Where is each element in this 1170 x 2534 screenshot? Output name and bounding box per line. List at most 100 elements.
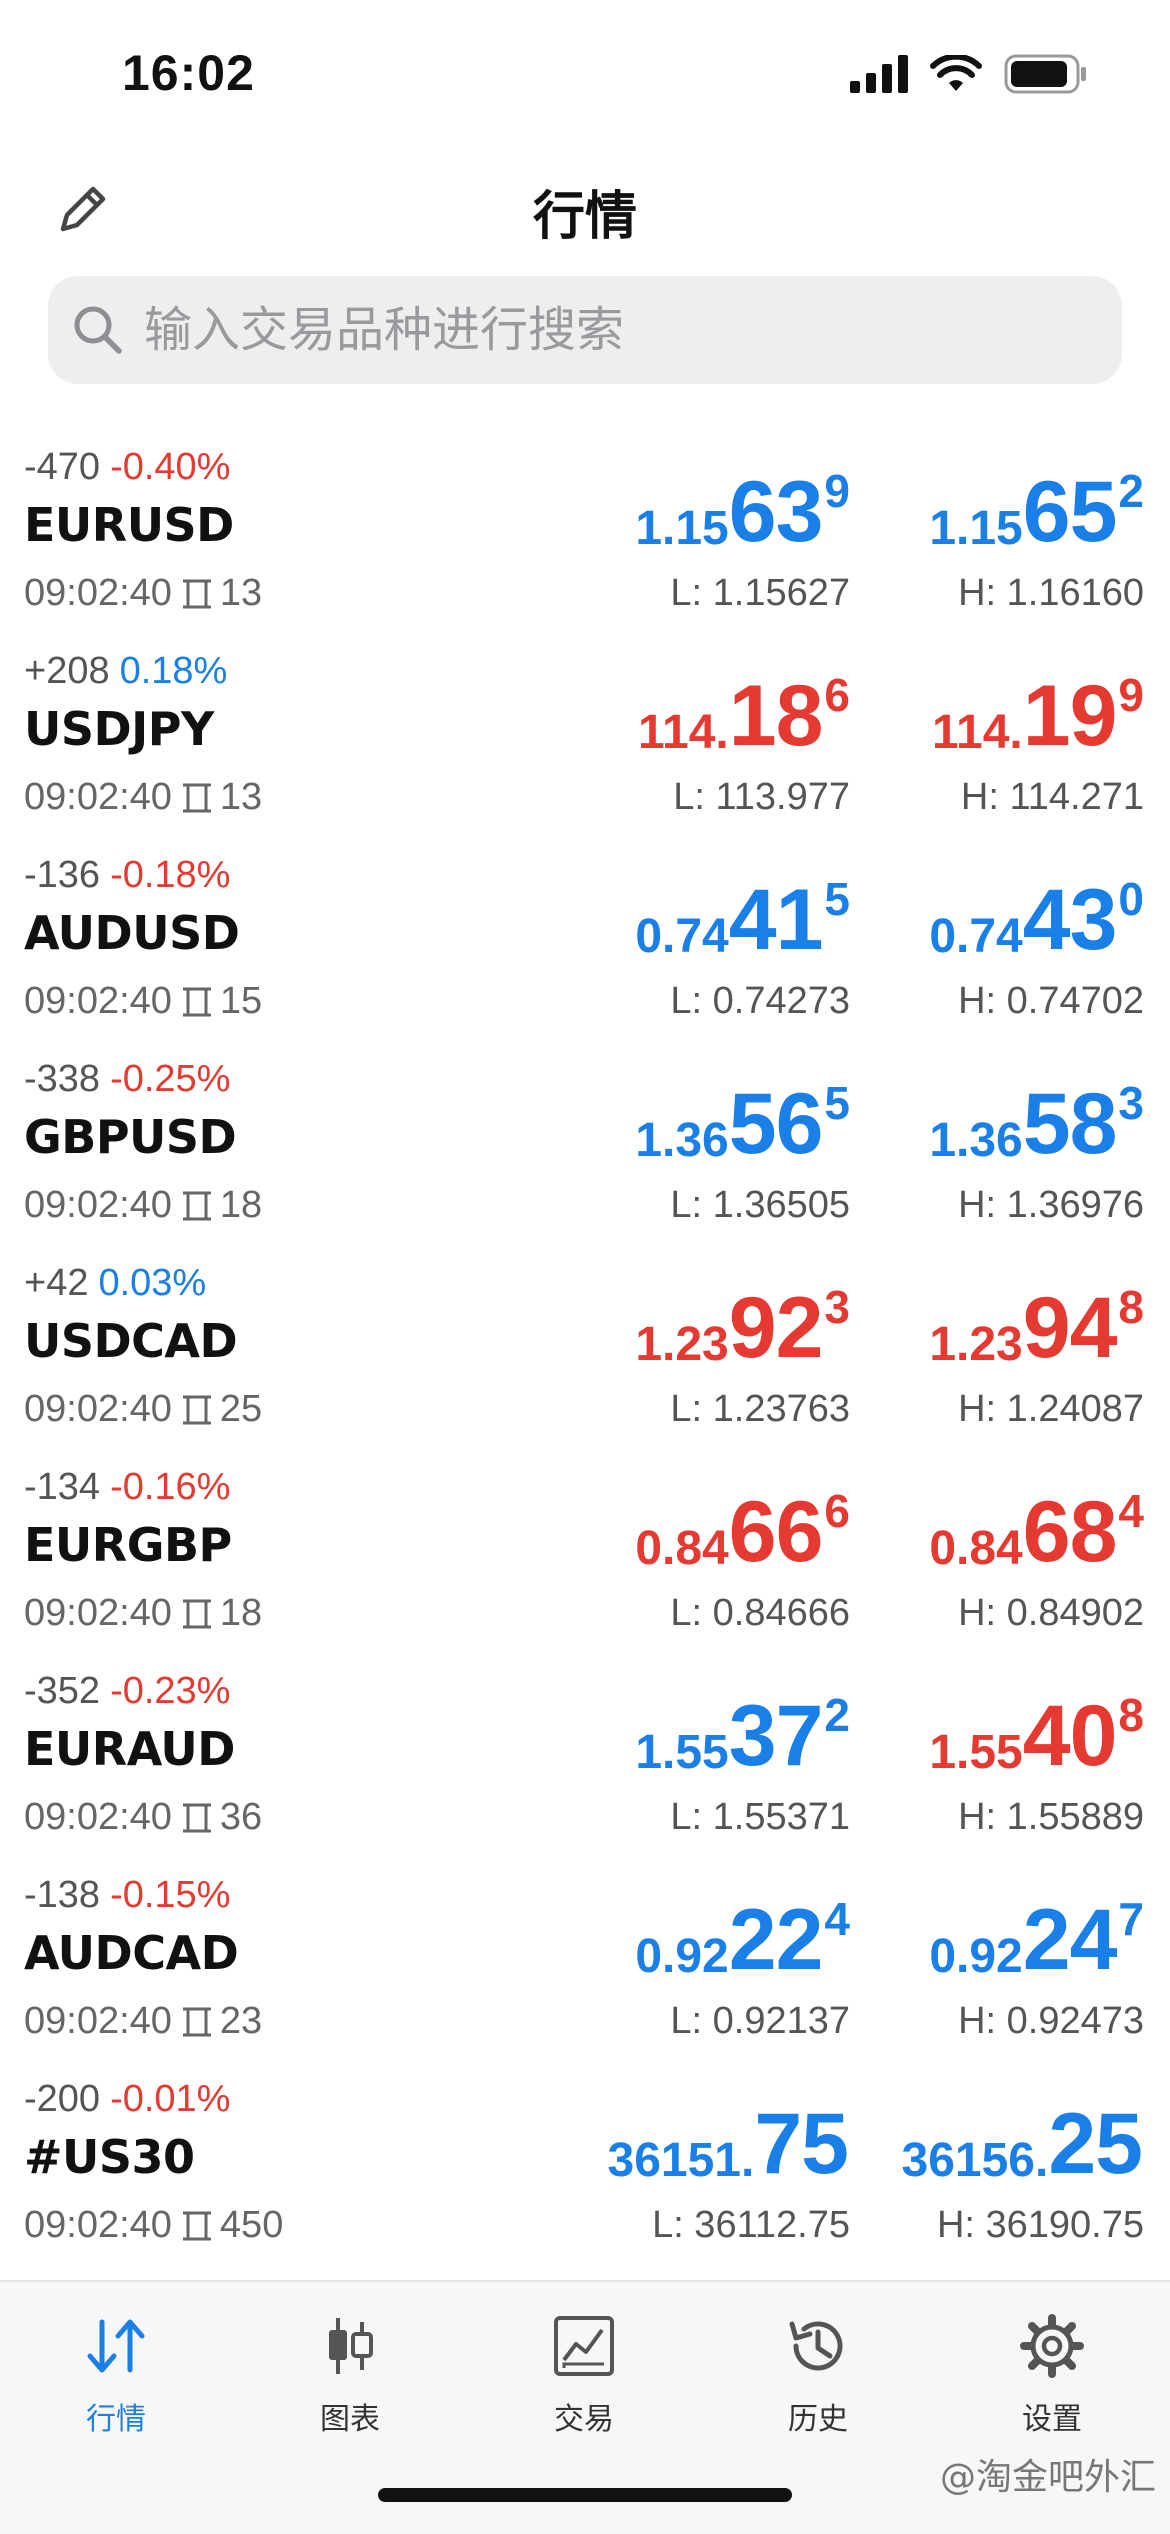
header: 行情: [0, 150, 1170, 270]
low-price: L: 36112.75: [652, 2204, 850, 2246]
ask-price[interactable]: 0.92 24 7: [929, 1892, 1144, 1988]
bid-price-fraction: 9: [824, 465, 850, 517]
low-price: L: 1.23763: [670, 1388, 850, 1430]
quote-meta: 09:02:40 36: [24, 1796, 262, 1839]
bid-price-prefix: 114.: [637, 706, 729, 759]
bid-price[interactable]: 0.74 41 5: [635, 873, 850, 966]
change-points: -138: [24, 1874, 101, 1916]
quote-row[interactable]: +42 0.03% USDCAD 09:02:40 25 1.23 92 3 1.23 94 8 L:…: [0, 1254, 1170, 1458]
battery-icon: [1004, 54, 1086, 94]
change-percent: 0.03%: [98, 1262, 207, 1304]
bid-price-pips: 66: [728, 1484, 824, 1580]
bid-price[interactable]: 0.84 66 6: [635, 1484, 850, 1580]
change-percent: -0.23%: [110, 1670, 231, 1712]
tab-quotes[interactable]: 行情: [26, 2306, 206, 2438]
spread-value: 18: [219, 1184, 263, 1226]
quote-time: 09:02:40: [24, 980, 172, 1022]
change-points: -136: [24, 854, 101, 896]
bid-price[interactable]: 36151. 75: [608, 2098, 850, 2190]
ask-price-pips: 58: [1022, 1076, 1118, 1172]
ask-price[interactable]: 1.55 40 8: [929, 1689, 1144, 1782]
quote-row[interactable]: -138 -0.15% AUDCAD 09:02:40 23 0.92 22 4 0.92 24 7…: [0, 1866, 1170, 2070]
spread-value: 23: [219, 2000, 263, 2042]
symbol-name: EURUSD: [24, 498, 234, 552]
bid-price-pips: 18: [728, 668, 824, 764]
symbol-name: AUDCAD: [24, 1926, 239, 1980]
ask-price[interactable]: 1.15 65 2: [929, 464, 1144, 560]
bid-price[interactable]: 1.55 37 2: [635, 1689, 850, 1782]
bid-price-pips: 63: [728, 464, 824, 560]
tab-label: 设置: [1022, 2402, 1082, 2437]
quote-meta: 09:02:40 15: [24, 980, 262, 1023]
bid-price[interactable]: 1.36 56 5: [635, 1077, 850, 1170]
ask-price-fraction: 7: [1118, 1893, 1144, 1945]
spread-icon: [180, 1803, 214, 1833]
ask-price[interactable]: 0.84 68 4: [929, 1485, 1144, 1578]
quote-meta: 09:02:40 13: [24, 572, 262, 615]
ask-price[interactable]: 114. 19 9: [932, 669, 1144, 762]
spread-value: 18: [219, 1592, 263, 1634]
daily-change: -200 -0.01%: [24, 2078, 230, 2121]
spread-icon: [180, 987, 214, 1017]
ask-price-pips: 24: [1022, 1892, 1118, 1988]
bid-price[interactable]: 1.15 63 9: [635, 464, 850, 560]
spread-icon: [180, 579, 214, 609]
quote-time: 09:02:40: [24, 2204, 172, 2246]
quote-time: 09:02:40: [24, 2000, 172, 2042]
change-points: +42: [24, 1262, 89, 1304]
quote-row[interactable]: +208 0.18% USDJPY 09:02:40 13 114. 18 6 114. 19 9 L…: [0, 642, 1170, 846]
ask-price-fraction: 9: [1118, 669, 1144, 721]
tab-label: 历史: [788, 2402, 848, 2437]
ask-price-pips: 94: [1022, 1280, 1118, 1376]
daily-change: +208 0.18%: [24, 650, 227, 693]
ask-price-prefix: 0.84: [929, 1522, 1023, 1575]
symbol-name: EURGBP: [24, 1518, 232, 1572]
search-input[interactable]: [142, 301, 1096, 359]
quote-time: 09:02:40: [24, 1184, 172, 1226]
edit-button[interactable]: [48, 174, 118, 244]
spread-icon: [180, 1599, 214, 1629]
bid-price-fraction: 2: [824, 1689, 850, 1741]
ask-price-fraction: 4: [1118, 1485, 1144, 1537]
ask-price[interactable]: 1.23 94 8: [929, 1280, 1144, 1376]
ask-price[interactable]: 36156. 25: [902, 2098, 1144, 2190]
low-price: L: 0.74273: [670, 980, 850, 1022]
bid-price[interactable]: 0.92 22 4: [635, 1893, 850, 1986]
quote-row[interactable]: -200 -0.01% #US30 09:02:40 450 36151. 75 36156.…: [0, 2070, 1170, 2274]
watermark: @淘金吧外汇: [939, 2457, 1156, 2498]
symbol-name: EURAUD: [24, 1722, 235, 1776]
bid-price-prefix: 1.36: [635, 1114, 729, 1167]
ask-price-pips: 65: [1022, 464, 1118, 560]
ask-price[interactable]: 0.74 43 0: [929, 873, 1144, 966]
high-price: H: 36190.75: [936, 2204, 1144, 2246]
quote-row[interactable]: -470 -0.40% EURUSD 09:02:40 13 1.15 63 9 1.15 65 2…: [0, 438, 1170, 642]
cellular-signal-icon: [850, 55, 908, 93]
ask-price[interactable]: 1.36 58 3: [929, 1076, 1144, 1172]
quote-row[interactable]: -338 -0.25% GBPUSD 09:02:40 18 1.36 56 5 1.36 58 3…: [0, 1050, 1170, 1254]
bid-price-pips: 75: [754, 2096, 849, 2192]
spread-value: 25: [219, 1388, 263, 1430]
change-percent: 0.18%: [119, 650, 228, 692]
daily-change: -470 -0.40%: [24, 446, 230, 489]
high-price: H: 114.271: [960, 776, 1144, 818]
trade-chart-icon: [494, 2306, 674, 2386]
search-bar[interactable]: [48, 276, 1122, 384]
quote-row[interactable]: -134 -0.16% EURGBP 09:02:40 18 0.84 66 6 0.84 68 4…: [0, 1458, 1170, 1662]
change-percent: -0.16%: [110, 1466, 231, 1508]
low-price: L: 1.36505: [670, 1184, 850, 1226]
tab-charts[interactable]: 图表: [260, 2306, 440, 2438]
tab-history[interactable]: 历史: [728, 2306, 908, 2438]
tab-trade[interactable]: 交易: [494, 2306, 674, 2438]
tab-settings[interactable]: 设置: [962, 2306, 1142, 2438]
home-indicator: [378, 2488, 792, 2502]
change-percent: -0.01%: [110, 2078, 231, 2120]
candlestick-icon: [260, 2306, 440, 2386]
quote-row[interactable]: -352 -0.23% EURAUD 09:02:40 36 1.55 37 2 1.55 40 8…: [0, 1662, 1170, 1866]
quote-row[interactable]: -136 -0.18% AUDUSD 09:02:40 15 0.74 41 5 0.74 43 0…: [0, 846, 1170, 1050]
bid-price[interactable]: 114. 18 6: [637, 668, 850, 764]
daily-change: -138 -0.15%: [24, 1874, 230, 1917]
bid-price[interactable]: 1.23 92 3: [635, 1281, 850, 1374]
search-icon: [68, 300, 128, 360]
pencil-icon: [60, 186, 106, 232]
spread-icon: [180, 783, 214, 813]
